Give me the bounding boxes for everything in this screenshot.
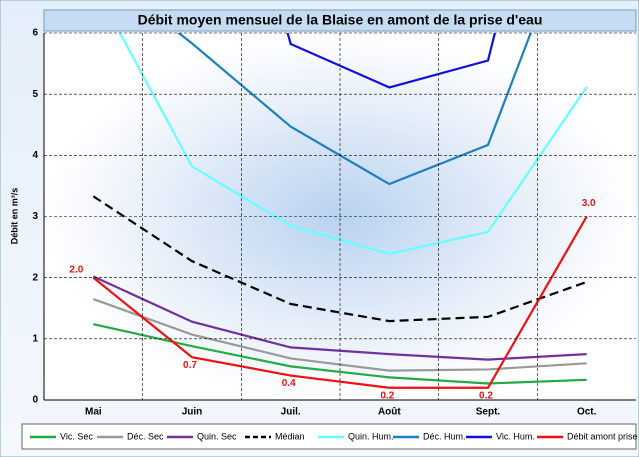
series-line (92, 215, 588, 389)
y-tick-label: 5 (32, 89, 38, 100)
legend-label: Quin. Sec (197, 431, 237, 441)
data-label: 0.2 (479, 390, 493, 401)
x-tick-label: Oct. (577, 407, 597, 418)
y-tick-label: 6 (32, 28, 38, 39)
x-tick-label: Août (378, 407, 401, 418)
y-tick-label: 0 (32, 395, 38, 406)
series-line (92, 195, 588, 323)
legend-label: Débit amont prise (567, 431, 638, 441)
y-tick-label: 3 (32, 211, 38, 222)
x-tick-label: Sept. (476, 407, 501, 418)
data-label: 3.0 (582, 198, 596, 209)
legend-box (21, 423, 637, 450)
y-tick-label: 2 (32, 272, 38, 283)
data-label: 0.2 (380, 390, 394, 401)
x-tick-label: Juin (182, 407, 203, 418)
data-label: 2.0 (69, 264, 83, 275)
legend-label: Déc. Sec (127, 431, 164, 441)
title-band (43, 9, 637, 32)
series-line (93, 323, 587, 385)
y-tick-label: 4 (32, 150, 38, 161)
legend-label: Vic. Hum. (496, 431, 535, 441)
legend-label: Vic. Sec (60, 431, 93, 441)
x-tick-label: Juil. (281, 407, 301, 418)
data-label: 0.4 (282, 378, 296, 389)
data-label: 0.7 (183, 360, 197, 371)
x-tick-label: Mai (85, 407, 102, 418)
y-axis-label: Débit en m³/s (9, 188, 19, 245)
chart-title: Débit moyen mensuel de la Blaise en amon… (138, 12, 543, 28)
legend-label: Quin. Hum. (348, 431, 394, 441)
legend-label: Médian (275, 431, 305, 441)
y-tick-label: 1 (32, 333, 38, 344)
legend-label: Déc. Hum. (423, 431, 466, 441)
